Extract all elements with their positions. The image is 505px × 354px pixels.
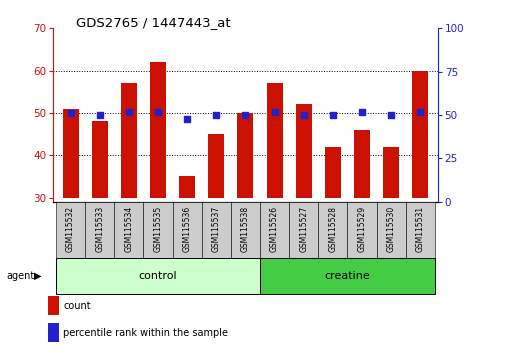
Text: count: count bbox=[63, 301, 91, 310]
Point bbox=[357, 109, 365, 114]
Text: agent: agent bbox=[6, 271, 34, 281]
Text: GSM115528: GSM115528 bbox=[328, 206, 337, 252]
FancyBboxPatch shape bbox=[260, 202, 288, 258]
FancyBboxPatch shape bbox=[143, 202, 172, 258]
Point bbox=[212, 112, 220, 118]
Text: GSM115531: GSM115531 bbox=[415, 206, 424, 252]
Text: GSM115527: GSM115527 bbox=[298, 206, 308, 252]
FancyBboxPatch shape bbox=[56, 202, 85, 258]
Point bbox=[299, 112, 307, 118]
Point bbox=[415, 109, 423, 114]
Text: GSM115537: GSM115537 bbox=[212, 206, 220, 252]
Text: GSM115526: GSM115526 bbox=[270, 206, 278, 252]
Point bbox=[67, 110, 75, 116]
Bar bbox=[324, 147, 340, 198]
Point bbox=[95, 112, 104, 118]
Bar bbox=[149, 62, 166, 198]
Point bbox=[125, 109, 133, 114]
FancyBboxPatch shape bbox=[260, 258, 434, 294]
Bar bbox=[353, 130, 369, 198]
Text: GSM115530: GSM115530 bbox=[386, 206, 395, 252]
FancyBboxPatch shape bbox=[347, 202, 376, 258]
Text: GSM115536: GSM115536 bbox=[182, 206, 191, 252]
FancyBboxPatch shape bbox=[172, 202, 201, 258]
Point bbox=[270, 109, 278, 114]
Bar bbox=[179, 176, 195, 198]
FancyBboxPatch shape bbox=[85, 202, 114, 258]
FancyBboxPatch shape bbox=[201, 202, 230, 258]
Bar bbox=[63, 109, 78, 198]
Text: control: control bbox=[138, 271, 177, 281]
Bar bbox=[91, 121, 108, 198]
FancyBboxPatch shape bbox=[288, 202, 318, 258]
Bar bbox=[382, 147, 398, 198]
Point bbox=[154, 109, 162, 114]
Point bbox=[241, 112, 249, 118]
Point bbox=[328, 112, 336, 118]
FancyBboxPatch shape bbox=[376, 202, 405, 258]
Bar bbox=[121, 83, 137, 198]
Text: GSM115533: GSM115533 bbox=[95, 206, 104, 252]
FancyBboxPatch shape bbox=[318, 202, 347, 258]
FancyBboxPatch shape bbox=[405, 202, 434, 258]
FancyBboxPatch shape bbox=[230, 202, 260, 258]
Point bbox=[386, 112, 394, 118]
Text: GSM115532: GSM115532 bbox=[66, 206, 75, 252]
Text: creatine: creatine bbox=[324, 271, 370, 281]
Bar bbox=[208, 134, 224, 198]
Text: ▶: ▶ bbox=[34, 271, 42, 281]
FancyBboxPatch shape bbox=[56, 258, 260, 294]
Bar bbox=[266, 83, 282, 198]
Text: GDS2765 / 1447443_at: GDS2765 / 1447443_at bbox=[76, 16, 230, 29]
FancyBboxPatch shape bbox=[114, 202, 143, 258]
Bar bbox=[412, 71, 427, 198]
Bar bbox=[295, 104, 311, 198]
Bar bbox=[237, 113, 253, 198]
Text: GSM115529: GSM115529 bbox=[357, 206, 366, 252]
Point bbox=[183, 116, 191, 121]
Text: GSM115538: GSM115538 bbox=[240, 206, 249, 252]
Text: GSM115535: GSM115535 bbox=[153, 206, 162, 252]
Text: GSM115534: GSM115534 bbox=[124, 206, 133, 252]
Text: percentile rank within the sample: percentile rank within the sample bbox=[63, 328, 228, 338]
